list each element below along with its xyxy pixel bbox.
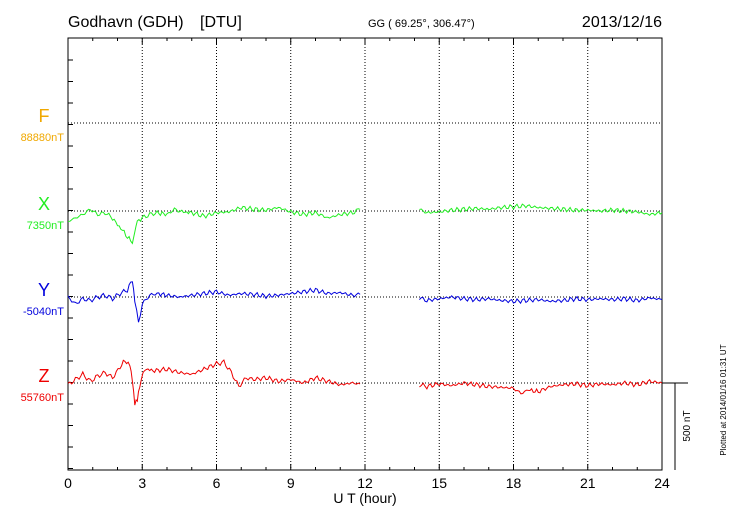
scale-bar-label: 500 nT: [682, 410, 693, 441]
scale-bar: 500 nT: [662, 382, 693, 470]
axis-ticks: [67, 38, 663, 470]
chart-date: 2013/12/16: [582, 14, 662, 31]
chart-coords: GG ( 69.25°, 306.47°): [368, 18, 475, 30]
series-baseline-label-y: -5040nT: [23, 306, 64, 318]
series-line-z: [419, 378, 663, 395]
x-tick-labels: 0 3 6 9 12 15 18 21 24: [64, 475, 670, 491]
series-baseline-label-f: 88880nT: [21, 132, 65, 144]
series-baseline-label-z: 55760nT: [21, 392, 65, 404]
grid-lines: [141, 38, 589, 470]
plotted-note: Plotted at 2014/01/16 01:31 UT: [719, 344, 728, 455]
series-labels: F 88880nT X 7350nT Y -5040nT Z 55760nT: [21, 106, 65, 404]
x-axis-label: U T (hour): [333, 490, 396, 506]
x-tick-label: 15: [431, 475, 447, 491]
x-tick-label: 6: [213, 475, 221, 491]
series-lines: [67, 203, 663, 406]
series-line-x: [419, 203, 663, 216]
series-name-y: Y: [38, 280, 50, 300]
x-tick-label: 24: [654, 475, 670, 491]
series-line-y: [419, 295, 663, 305]
x-tick-label: 9: [287, 475, 295, 491]
chart-title-institute: [DTU]: [200, 14, 242, 31]
series-baseline-label-x: 7350nT: [27, 220, 65, 232]
x-tick-label: 12: [357, 475, 373, 491]
x-tick-label: 0: [64, 475, 72, 491]
series-name-f: F: [39, 106, 50, 126]
series-name-z: Z: [39, 366, 50, 386]
series-name-x: X: [38, 194, 50, 214]
x-tick-label: 3: [138, 475, 146, 491]
series-line-y: [67, 281, 361, 323]
x-tick-label: 21: [580, 475, 596, 491]
x-tick-label: 18: [506, 475, 522, 491]
series-line-x: [67, 205, 361, 245]
chart-title-station: Godhavn (GDH): [68, 14, 184, 31]
series-line-z: [67, 359, 361, 406]
baselines: [68, 122, 662, 384]
